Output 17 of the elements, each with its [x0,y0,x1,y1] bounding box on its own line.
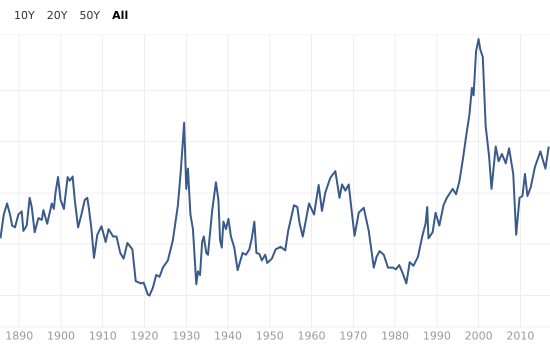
text: All [112,9,128,22]
x-tick-label: 2010 [506,329,534,342]
x-tick-label: 1990 [422,329,451,342]
text: 10Y [14,9,35,22]
x-tick-label: 1920 [130,329,158,342]
x-tick-label: 1930 [172,329,200,342]
x-tick-label: 2000 [464,329,493,342]
x-tick-label: 1970 [339,329,368,342]
x-tick-label: 1910 [88,329,117,342]
text: 50Y [79,9,100,22]
x-tick-label: 1980 [381,329,410,342]
x-tick-label: 1900 [46,329,75,342]
x-tick-label: 1950 [256,329,284,342]
x-tick-label: 1960 [298,329,326,342]
x-tick-label: 1890 [5,329,34,342]
x-tick-label: 1940 [214,329,242,342]
text: 20Y [46,9,68,22]
